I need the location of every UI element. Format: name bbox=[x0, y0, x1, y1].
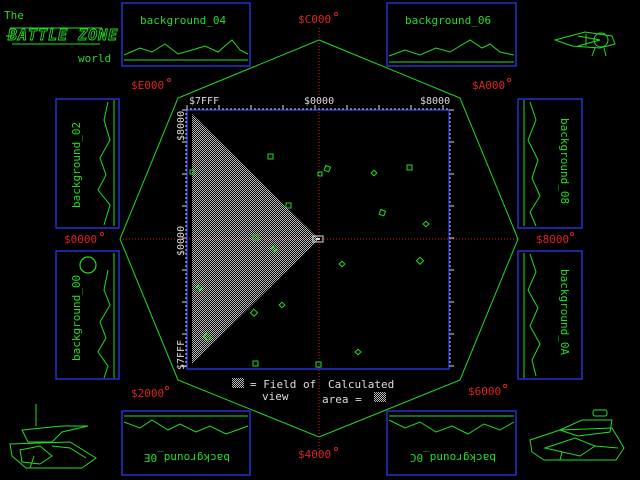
panel-background-0C bbox=[386, 410, 517, 476]
degree-marks bbox=[100, 12, 574, 451]
mountains-0A bbox=[523, 253, 541, 378]
world-map: $7FFF $0000 $8000 $8000 $0000 $7FFF bbox=[176, 96, 454, 370]
legend-fov-label: = Field of bbox=[250, 378, 316, 391]
map-coordinate-labels: $7FFF $0000 $8000 $8000 $0000 $7FFF bbox=[176, 96, 450, 370]
label-background-0A: background_0A bbox=[558, 269, 571, 355]
mountains-06 bbox=[388, 39, 515, 63]
label-background-08: background_08 bbox=[558, 118, 571, 204]
field-of-view-area bbox=[192, 114, 319, 364]
obstacle-icon bbox=[285, 202, 292, 209]
obstacle-icon bbox=[317, 171, 323, 177]
panel-background-08 bbox=[517, 98, 583, 229]
map-label-top-center: $0000 bbox=[304, 96, 334, 107]
angle-label-upper-left: $E000 bbox=[131, 79, 164, 92]
map-label-top-left: $7FFF bbox=[189, 96, 219, 107]
title-the: The bbox=[4, 9, 24, 22]
legend-fov-swatch bbox=[232, 378, 244, 388]
panel-background-04 bbox=[121, 2, 251, 67]
obstacle-icon bbox=[270, 245, 278, 253]
mountains-0E bbox=[123, 415, 249, 435]
label-background-00: background_00 bbox=[70, 275, 83, 361]
map-label-left-bottom: $7FFF bbox=[176, 340, 187, 370]
obstacle-icon bbox=[252, 360, 259, 367]
obstacle-icon bbox=[249, 308, 259, 317]
angle-label-lower-left: $2000 bbox=[131, 387, 164, 400]
label-background-02: background_02 bbox=[70, 122, 83, 208]
angle-label-right: $8000 bbox=[536, 233, 569, 246]
saucer-icon bbox=[553, 31, 616, 57]
obstacle-icon bbox=[323, 164, 332, 173]
panel-background-06 bbox=[386, 2, 517, 67]
mountains-04 bbox=[123, 39, 249, 61]
obstacle-icon bbox=[422, 220, 430, 228]
mountains-0C bbox=[388, 415, 515, 435]
obstacle-icon bbox=[189, 169, 195, 175]
obstacle-icon bbox=[378, 208, 387, 217]
battlezone-logo: BATTLE ZONE bbox=[6, 26, 118, 45]
label-background-0E: background_0E bbox=[144, 451, 230, 464]
map-label-left-top: $8000 bbox=[176, 111, 187, 141]
angle-label-left: $0000 bbox=[64, 233, 97, 246]
enemy-tank-icon bbox=[529, 409, 625, 461]
obstacle-icon bbox=[278, 301, 286, 309]
obstacles bbox=[189, 153, 430, 368]
map-label-left-center: $0000 bbox=[176, 226, 187, 256]
label-background-04: background_04 bbox=[140, 14, 226, 27]
legend-fov-label-2: view bbox=[262, 390, 289, 403]
obstacle-icon bbox=[338, 260, 346, 268]
angle-labels: $C000 $E000 $A000 $0000 $8000 $2000 $600… bbox=[64, 13, 569, 461]
mountain-silhouettes bbox=[97, 39, 541, 435]
obstacle-icon bbox=[354, 348, 362, 356]
moon-icon bbox=[79, 256, 97, 274]
obstacle-icon bbox=[252, 234, 259, 241]
mountains-08 bbox=[523, 100, 541, 227]
legend: = Field of view Calculated area = bbox=[232, 378, 394, 406]
panel-background-02 bbox=[55, 98, 120, 229]
mountains-00 bbox=[97, 253, 115, 379]
legend-calc-label: Calculated bbox=[328, 378, 394, 391]
logo-text: BATTLE ZONE bbox=[7, 26, 118, 44]
player-tank-icon bbox=[9, 404, 97, 469]
background-panels bbox=[55, 2, 583, 476]
map-border bbox=[186, 109, 450, 370]
map-label-top-right: $8000 bbox=[420, 96, 450, 107]
label-background-0C: background_0C bbox=[410, 451, 496, 464]
angle-label-top: $C000 bbox=[298, 13, 331, 26]
angle-label-bottom: $4000 bbox=[298, 448, 331, 461]
obstacle-icon bbox=[195, 284, 203, 292]
obstacle-icon bbox=[315, 361, 322, 368]
obstacle-icon bbox=[406, 164, 413, 171]
obstacle-icon bbox=[415, 256, 425, 265]
obstacle-icon bbox=[202, 332, 212, 341]
legend-calc-swatch bbox=[374, 392, 386, 402]
title-block: The BATTLE ZONE world bbox=[4, 9, 118, 65]
panel-labels: background_04 background_06 background_0… bbox=[70, 14, 571, 464]
angle-label-lower-right: $6000 bbox=[468, 385, 501, 398]
obstacle-icon bbox=[370, 169, 378, 177]
panel-background-0E bbox=[121, 410, 251, 476]
angle-label-upper-right: $A000 bbox=[472, 79, 505, 92]
obstacle-icon bbox=[267, 153, 274, 160]
player-position-icon bbox=[312, 235, 324, 243]
mountains-02 bbox=[97, 100, 115, 226]
title-world: world bbox=[78, 52, 111, 65]
legend-calc-label-2: area = bbox=[322, 393, 362, 406]
panel-background-00 bbox=[55, 250, 120, 380]
map-ticks bbox=[182, 105, 454, 367]
label-background-06: background_06 bbox=[405, 14, 491, 27]
panel-background-0A bbox=[517, 250, 583, 380]
